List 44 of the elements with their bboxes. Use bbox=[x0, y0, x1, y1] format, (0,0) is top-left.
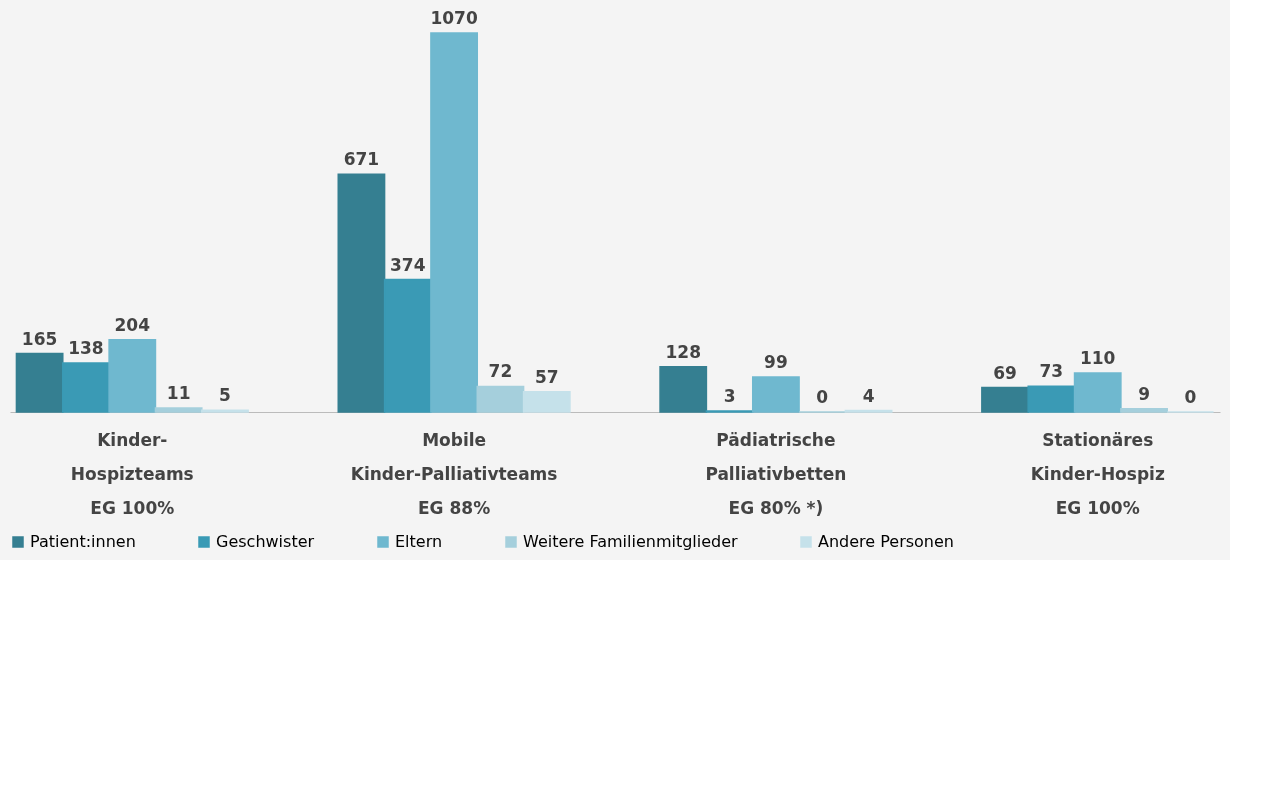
bar bbox=[751, 376, 800, 413]
data-label: 9 bbox=[1138, 383, 1150, 404]
bar bbox=[15, 352, 64, 413]
data-label: 1070 bbox=[430, 8, 478, 28]
bar bbox=[1120, 408, 1168, 413]
x-tick-label: Kinder- Hospizteams EG 100% bbox=[70, 429, 194, 518]
bar bbox=[659, 365, 708, 413]
data-label: 204 bbox=[114, 314, 151, 335]
x-tick-label: Stationäres Kinder-Hospiz EG 100% bbox=[1030, 429, 1165, 518]
data-label: 138 bbox=[68, 338, 104, 359]
bar bbox=[430, 32, 479, 413]
data-label: 73 bbox=[1039, 361, 1064, 382]
bar bbox=[108, 338, 157, 413]
x-tick-label: Pädiatrische Palliativbetten EG 80% *) bbox=[705, 429, 847, 518]
data-label: 374 bbox=[390, 254, 426, 275]
bar bbox=[154, 407, 203, 413]
x-tick-label: Mobile Kinder-Palliativteams EG 88% bbox=[350, 429, 558, 518]
data-label: 4 bbox=[862, 385, 875, 406]
data-label: 5 bbox=[219, 385, 231, 406]
legend-label: Patient:innen bbox=[30, 532, 136, 551]
bar bbox=[337, 173, 386, 413]
data-label: 72 bbox=[488, 361, 513, 382]
legend-label: Andere Personen bbox=[818, 532, 954, 551]
legend-label: Geschwister bbox=[216, 532, 315, 551]
data-label: 165 bbox=[21, 328, 58, 349]
data-label: 0 bbox=[816, 387, 829, 407]
data-label: 99 bbox=[764, 351, 788, 372]
data-label: 110 bbox=[1079, 348, 1116, 369]
bar bbox=[476, 385, 525, 413]
data-label: 128 bbox=[665, 341, 701, 362]
data-label: 0 bbox=[1184, 387, 1197, 407]
bar bbox=[1073, 372, 1122, 413]
legend-label: Weitere Familienmitglieder bbox=[523, 532, 739, 551]
legend-label: Eltern bbox=[395, 532, 443, 551]
data-label: 11 bbox=[166, 383, 191, 404]
data-label: 69 bbox=[993, 362, 1017, 383]
bar bbox=[981, 386, 1029, 413]
data-label: 671 bbox=[343, 149, 380, 170]
data-label: 3 bbox=[723, 385, 736, 406]
data-label: 57 bbox=[534, 366, 559, 387]
bar bbox=[1027, 385, 1076, 413]
bar bbox=[383, 278, 432, 413]
bar bbox=[522, 391, 571, 413]
bar bbox=[62, 362, 110, 413]
